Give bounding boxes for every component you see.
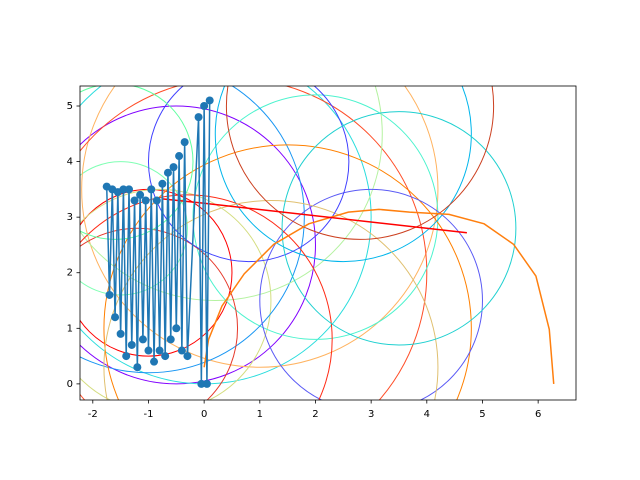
- marker: [172, 324, 181, 333]
- circle: [103, 144, 472, 400]
- circle: [80, 86, 305, 374]
- marker: [136, 190, 145, 199]
- marker: [152, 196, 161, 205]
- circle: [81, 86, 439, 368]
- y-tick-label: 1: [67, 323, 73, 334]
- marker: [122, 352, 131, 361]
- marker: [163, 168, 172, 177]
- y-tick-label: 5: [67, 101, 73, 112]
- circle: [80, 86, 383, 301]
- circle: [80, 86, 194, 240]
- marker: [105, 290, 114, 299]
- marker: [133, 363, 142, 372]
- x-tick-label: -1: [143, 409, 153, 420]
- marker: [150, 357, 159, 366]
- x-tick-label: 6: [535, 409, 541, 420]
- marker: [130, 196, 139, 205]
- marker: [183, 352, 192, 361]
- plot-area: [80, 86, 555, 400]
- circle: [259, 188, 483, 400]
- marker: [119, 185, 128, 194]
- x-tick-label: 2: [312, 409, 318, 420]
- marker: [200, 102, 209, 111]
- x-tick-label: -2: [88, 409, 98, 420]
- marker: [197, 379, 206, 388]
- marker: [111, 313, 120, 322]
- x-tick-label: 3: [368, 409, 374, 420]
- y-tick-label: 2: [67, 268, 73, 279]
- marker: [144, 346, 153, 355]
- marker: [158, 179, 167, 188]
- y-tick-label: 0: [67, 379, 73, 390]
- marker: [155, 346, 164, 355]
- y-tick-label: 3: [67, 212, 73, 223]
- x-tick-label: 1: [257, 409, 263, 420]
- marker: [127, 340, 136, 349]
- marker: [202, 379, 211, 388]
- axes-frame: [79, 85, 577, 401]
- circle: [281, 111, 517, 346]
- marker: [166, 335, 175, 344]
- marker: [175, 152, 184, 161]
- marker: [169, 163, 178, 172]
- marker: [138, 335, 147, 344]
- circle: [80, 188, 272, 400]
- marker: [205, 96, 214, 105]
- marker: [161, 352, 170, 361]
- circle: [80, 86, 428, 400]
- x-tick-label: 4: [424, 409, 430, 420]
- circle: [80, 227, 239, 400]
- circle: [192, 94, 439, 340]
- marker: [141, 196, 150, 205]
- marker: [194, 113, 203, 122]
- marker: [116, 329, 125, 338]
- marker: [177, 346, 186, 355]
- circle: [214, 86, 472, 263]
- circle: [80, 194, 333, 400]
- circle: [103, 200, 439, 400]
- circle: [80, 105, 316, 385]
- marker: [180, 138, 189, 147]
- line: [203, 208, 555, 384]
- marker: [124, 185, 133, 194]
- x-tick-label: 0: [201, 409, 207, 420]
- marker: [147, 185, 156, 194]
- circle: [148, 86, 350, 263]
- y-tick-label: 4: [67, 157, 73, 168]
- circle: [225, 86, 495, 240]
- line: [162, 198, 467, 234]
- x-tick-label: 5: [479, 409, 485, 420]
